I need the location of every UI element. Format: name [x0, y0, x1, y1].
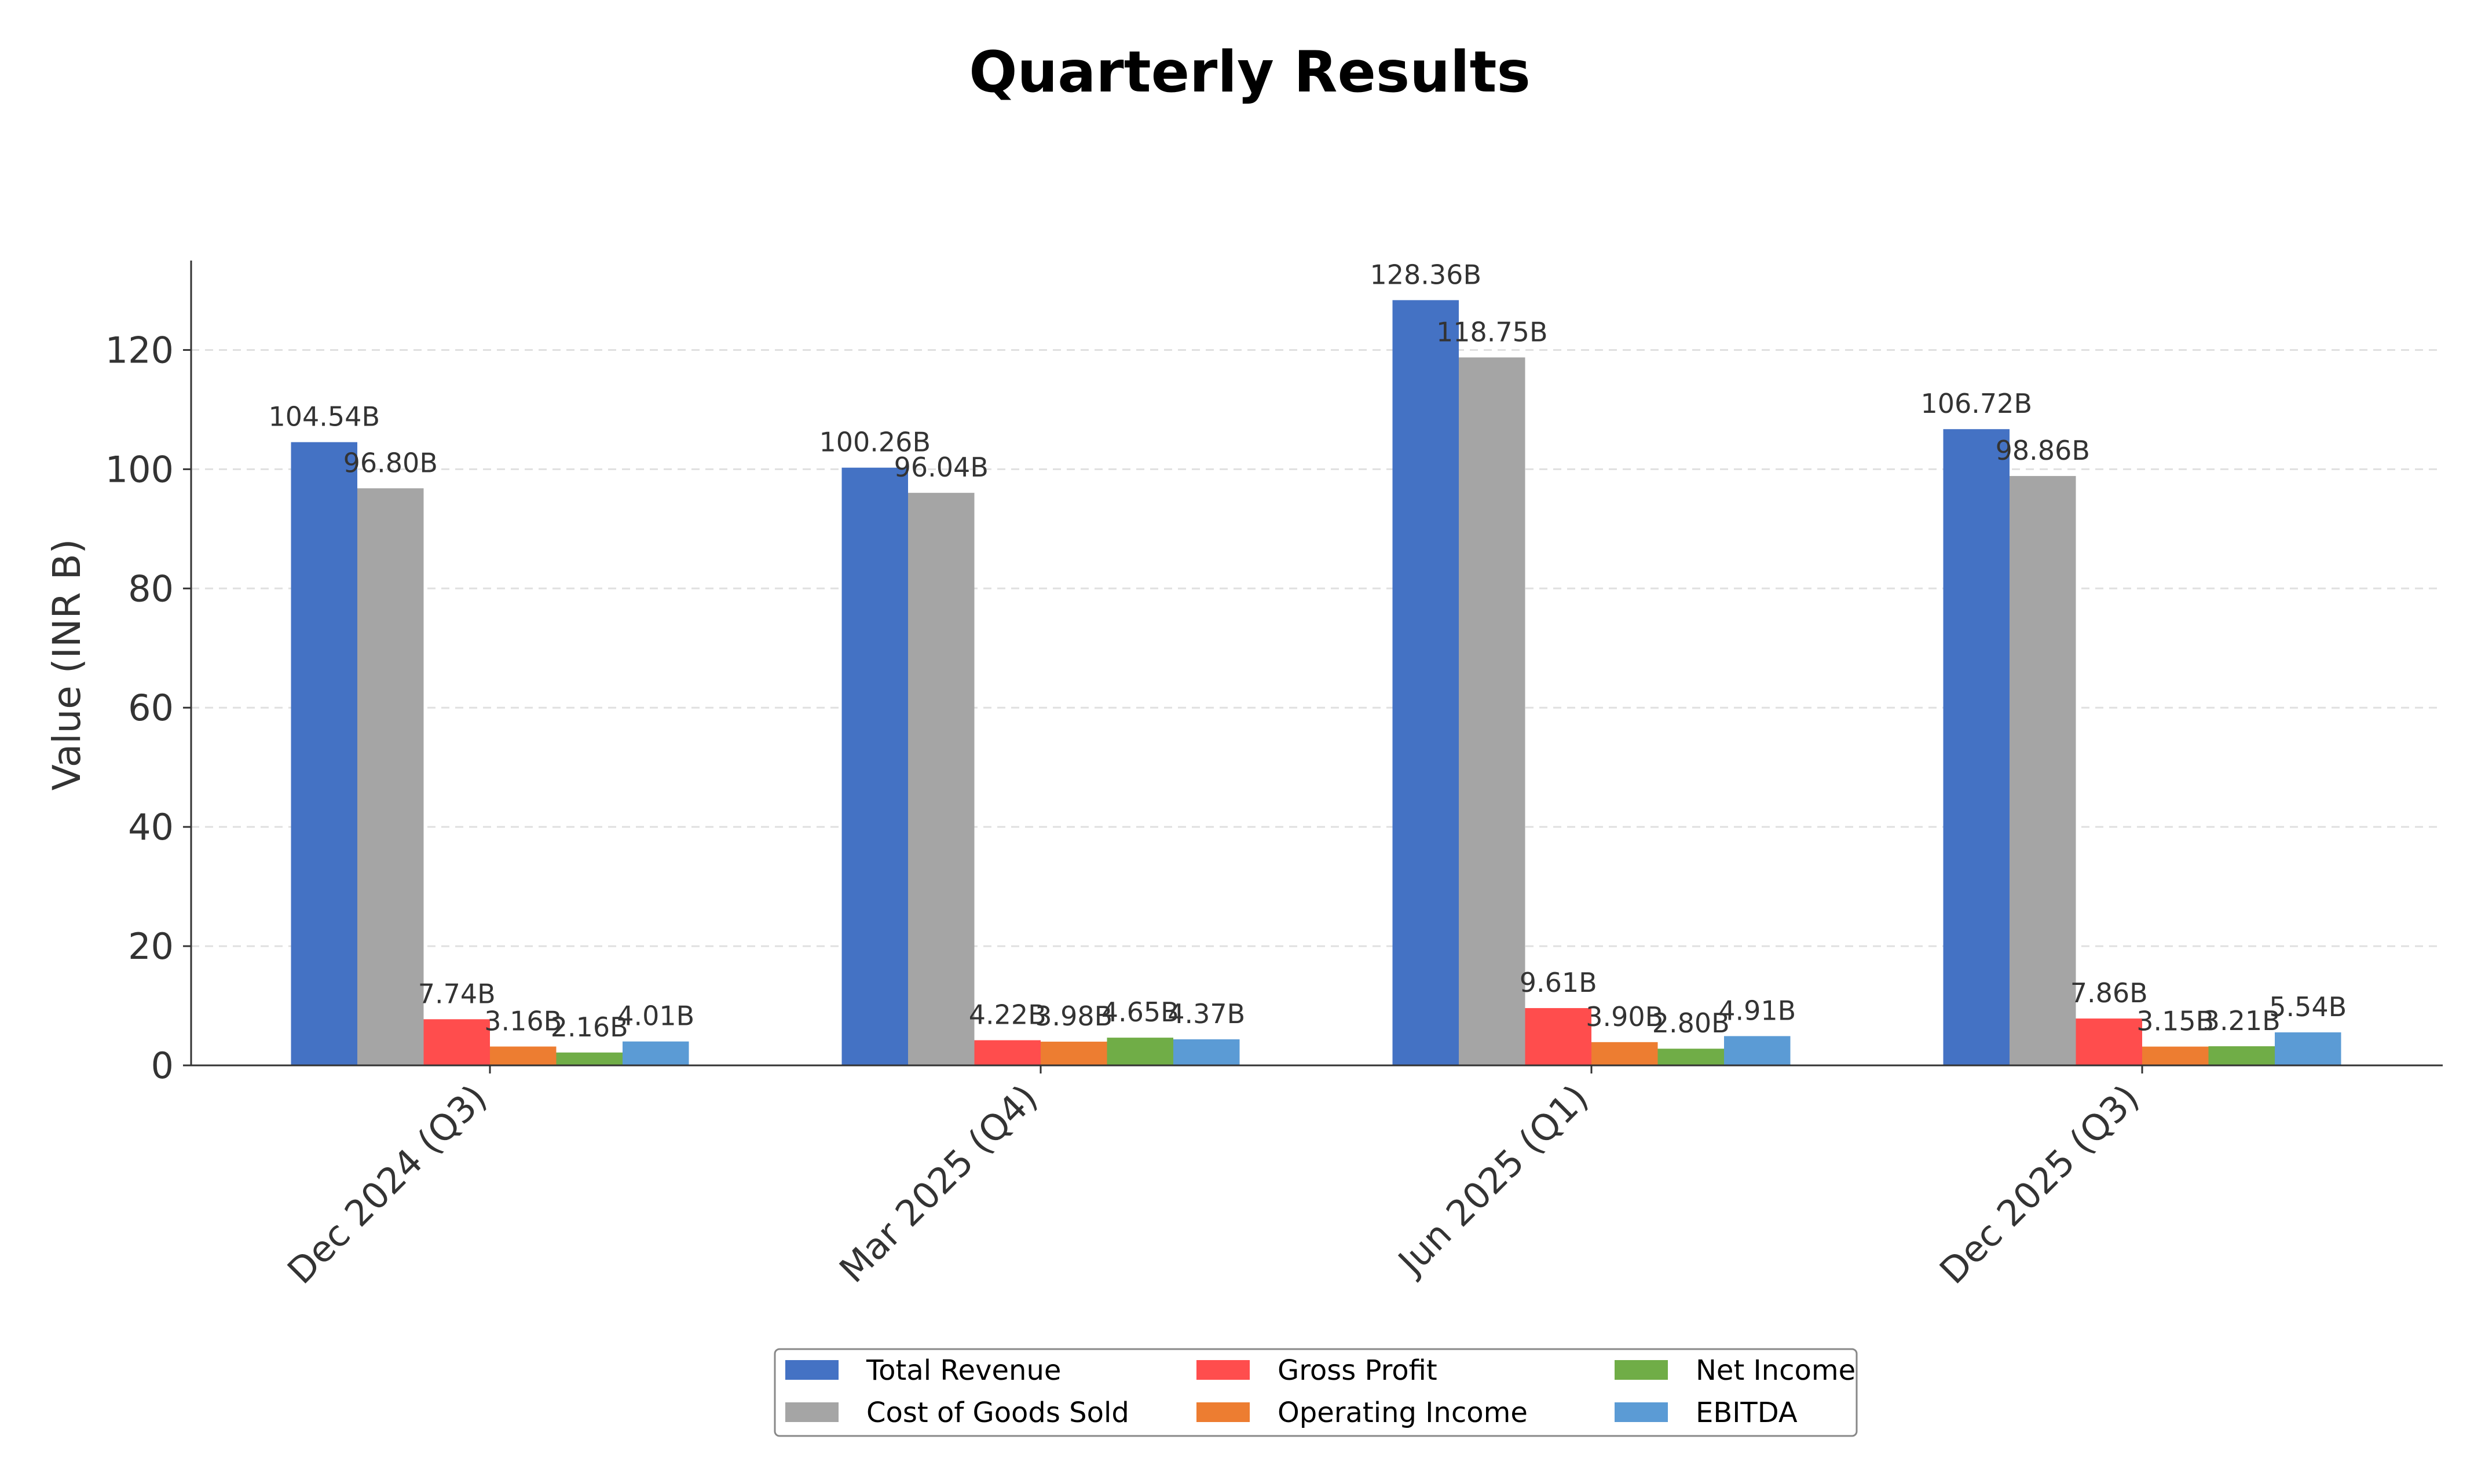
x-tick-label: Jun 2025 (Q1): [1389, 1076, 1597, 1284]
gridlines: [191, 349, 2443, 947]
bar-value-label: 7.86B: [2070, 977, 2148, 1009]
bar-net-income: [2208, 1046, 2275, 1065]
legend-entry-label: EBITDA: [1696, 1397, 1798, 1429]
bar-value-label: 118.75B: [1436, 316, 1548, 347]
bar-value-label: 4.22B: [969, 999, 1046, 1031]
axes: 0 20 40 60 80 100 120 Dec 2024 (Q3) Mar 2025 (Q4…: [105, 261, 2443, 1292]
bar-total-revenue: [291, 442, 357, 1065]
legend-swatch: [1196, 1402, 1250, 1422]
bar-operating-income: [2142, 1046, 2209, 1065]
bar-value-label: 3.21B: [2203, 1005, 2281, 1036]
y-axis-label: Value (INR B): [45, 539, 89, 791]
bar-value-label: 3.98B: [1035, 1001, 1112, 1032]
y-tick-label: 0: [151, 1045, 174, 1087]
bar-value-label: 4.37B: [1168, 998, 1245, 1029]
bar-value-label: 100.26B: [819, 427, 931, 458]
bar-value-label: 4.01B: [617, 1001, 694, 1032]
bar-value-label: 9.61B: [1520, 967, 1597, 998]
bar-cost-of-goods-sold: [1459, 357, 1525, 1065]
bar-operating-income: [1041, 1042, 1107, 1065]
bar-value-label: 106.72B: [1920, 388, 2032, 419]
bar-operating-income: [1591, 1042, 1658, 1065]
bar-value-label: 104.54B: [268, 401, 380, 433]
bar-value-label: 4.91B: [1718, 995, 1796, 1026]
bar-value-label: 3.16B: [484, 1005, 562, 1036]
legend-entry-label: Total Revenue: [866, 1354, 1061, 1387]
bar-ebitda: [1173, 1039, 1240, 1065]
bars-group: [291, 300, 2341, 1066]
bar-value-label: 2.80B: [1652, 1007, 1730, 1039]
bar-net-income: [556, 1052, 623, 1065]
bar-value-label: 3.15B: [2136, 1006, 2214, 1037]
bar-net-income: [1107, 1038, 1173, 1065]
legend-entry-label: Gross Profit: [1278, 1354, 1437, 1387]
bar-ebitda: [623, 1041, 689, 1065]
bar-gross-profit: [974, 1040, 1041, 1065]
bar-total-revenue: [1943, 429, 2010, 1066]
legend-entry-label: Operating Income: [1278, 1397, 1528, 1429]
legend-frame: [774, 1348, 1858, 1437]
bar-value-label: 5.54B: [2269, 991, 2347, 1023]
x-tick-label: Dec 2025 (Q3): [1931, 1076, 2147, 1292]
bar-ebitda: [2275, 1032, 2341, 1065]
y-tick-label: 60: [128, 687, 174, 729]
legend-swatch: [1196, 1360, 1250, 1380]
y-tick-label: 120: [105, 329, 174, 371]
legend-swatch: [1615, 1402, 1668, 1422]
legend-swatch: [785, 1360, 839, 1380]
legend-entry-label: Cost of Goods Sold: [866, 1397, 1129, 1429]
bar-value-label: 7.74B: [418, 978, 496, 1009]
bar-value-label: 3.90B: [1586, 1001, 1663, 1032]
bar-gross-profit: [1525, 1008, 1591, 1065]
bar-gross-profit: [423, 1019, 490, 1065]
chart-title: Quarterly Results: [969, 39, 1531, 105]
bar-net-income: [1657, 1049, 1724, 1065]
y-tick-label: 80: [128, 567, 174, 610]
bar-cost-of-goods-sold: [2010, 476, 2076, 1065]
bar-gross-profit: [2076, 1018, 2142, 1065]
x-tick-label: Mar 2025 (Q4): [831, 1076, 1045, 1291]
y-tick-label: 20: [128, 925, 174, 968]
bar-ebitda: [1724, 1036, 1791, 1065]
x-tick-label: Dec 2024 (Q3): [279, 1076, 495, 1292]
bar-value-label: 96.04B: [894, 452, 989, 483]
bar-value-label: 96.80B: [343, 447, 438, 478]
bar-cost-of-goods-sold: [908, 493, 975, 1065]
y-tick-label: 100: [105, 448, 174, 490]
bar-total-revenue: [1392, 300, 1459, 1065]
bar-cost-of-goods-sold: [357, 488, 424, 1065]
legend-entry-label: Net Income: [1696, 1354, 1855, 1387]
y-tick-label: 40: [128, 806, 174, 848]
bar-total-revenue: [841, 467, 908, 1065]
legend: Total Revenue Cost of Goods Sold Gross Pro…: [774, 1348, 1858, 1437]
legend-swatch: [1615, 1360, 1668, 1380]
bar-value-label: 4.65B: [1101, 996, 1179, 1028]
bar-value-label: 128.36B: [1370, 259, 1481, 290]
bar-value-label: 2.16B: [551, 1012, 628, 1043]
bar-value-label: 98.86B: [1996, 435, 2090, 466]
legend-swatch: [785, 1402, 839, 1422]
bar-operating-income: [490, 1046, 557, 1065]
